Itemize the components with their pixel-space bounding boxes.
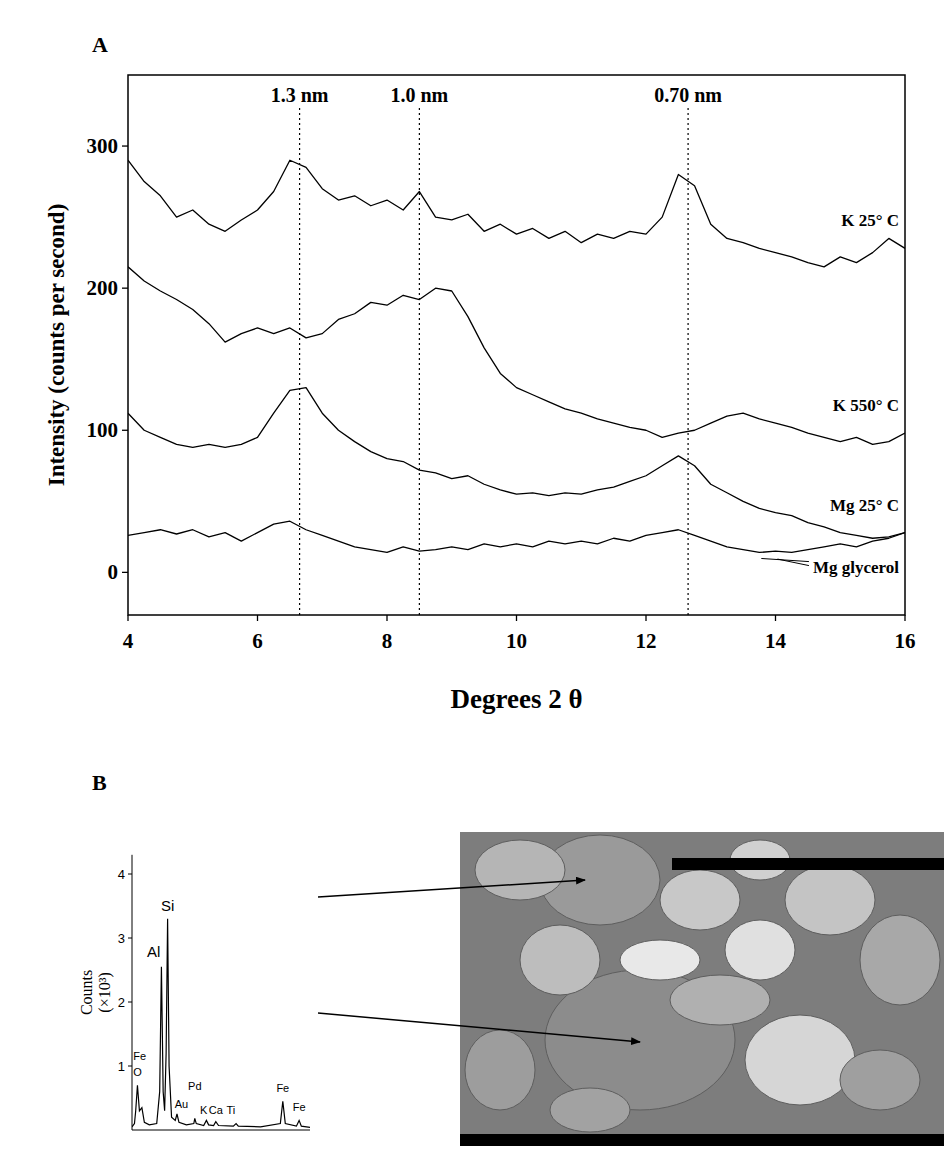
y-axis [132,855,133,1130]
tick-label: 16 [895,629,916,653]
tick-label: 10 [506,629,527,653]
tick [122,145,128,146]
spectrum [132,919,310,1128]
sem-bar [672,858,944,870]
peak-label: Fe [133,1050,146,1062]
spectrum-line [132,919,310,1128]
series-label: Mg 25° C [830,496,899,515]
y-axis-title-line: (×10³) [96,972,114,1012]
panel-letter: B [92,770,107,795]
sem-particle [725,920,795,980]
sem-particle [550,1088,630,1132]
guide-line [687,108,688,615]
tick [122,288,128,289]
sem-particle [660,870,740,930]
y-axis-title: Intensity (counts per second) [44,204,69,487]
tick [128,874,132,875]
tick-label: 4 [123,629,134,653]
tick [516,615,517,621]
tick [128,938,132,939]
tick [257,615,258,621]
peak-label: K [200,1104,208,1116]
sem-particle [785,865,875,935]
sem-bar [460,1134,944,1146]
peak-label: Si [161,897,174,914]
peak-label: Fe [276,1082,289,1094]
tick-label: 1 [118,1059,125,1074]
sem-particle [670,975,770,1025]
annotation: 0.70 nm [654,84,722,106]
tick [122,430,128,431]
tick-label: 8 [382,629,393,653]
y-axis-title-line: Counts [78,970,95,1015]
sem-image [460,832,944,1146]
x-axis [132,1130,310,1131]
sem-particle [475,840,565,900]
tick-label: 12 [636,629,657,653]
tick-label: 0 [108,560,119,584]
sem-background [460,832,944,1146]
tick-label: 14 [765,629,787,653]
guide-line [419,108,420,615]
tick-label: 4 [118,867,125,882]
tick-label: 2 [118,995,125,1010]
tick [645,615,646,621]
annotation: 1.0 nm [390,84,448,106]
peak-label: Ti [227,1104,236,1116]
tick [128,1066,132,1067]
tick [775,615,776,621]
peak-label: Ca [209,1104,224,1116]
y-axis-title: Counts(×10³) [78,970,114,1015]
tick-label: 3 [118,931,125,946]
tick-label: 300 [87,134,119,158]
guide-line [299,108,300,615]
series-label: K 25° C [841,211,899,230]
series-line [128,521,905,552]
peak-label: O [133,1066,142,1078]
tick [386,615,387,621]
series-line [128,388,905,539]
sem-particle [840,1050,920,1110]
tick [904,615,905,621]
tick [127,615,128,621]
x-axis-title: Degrees 2 θ [450,684,582,714]
tick-label: 200 [87,276,119,300]
series-label: K 550° C [833,396,899,415]
tick [128,1002,132,1003]
tick-label: 6 [252,629,263,653]
tick [122,572,128,573]
arrow [318,1013,640,1042]
sem-particle [860,915,940,1005]
panel-letter: A [92,32,108,57]
annotation: 1.3 nm [271,84,329,106]
peak-label: Au [175,1098,188,1110]
tick-label: 100 [87,418,119,442]
sem-particle [620,940,700,980]
leader-line [778,559,809,566]
peak-label: Al [147,943,160,960]
series-label: Mg glycerol [813,558,899,577]
sem-particle [520,925,600,995]
series-line [128,267,905,445]
arrow [318,880,585,897]
plot-lines [128,160,905,552]
series-line [128,160,905,267]
plot-frame [128,75,905,615]
sem-particle [745,1015,855,1105]
peak-label: Fe [293,1101,306,1113]
figure: A 1.3 nm 1.0 nm 0.70 nm K 25° C K 550° C Mg 25… [0,0,946,1155]
peak-label: Pd [188,1080,201,1092]
sem-particle [465,1030,535,1110]
